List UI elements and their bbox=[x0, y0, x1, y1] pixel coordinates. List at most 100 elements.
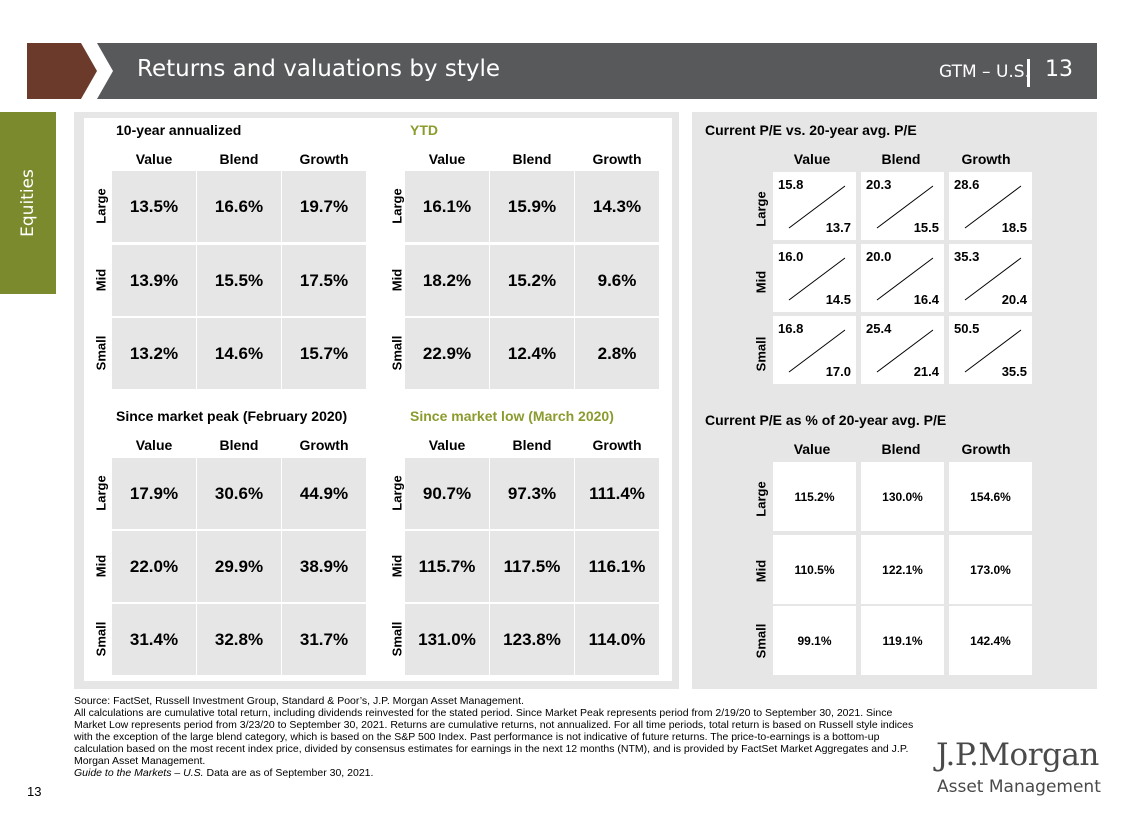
pe-current: 15.8 bbox=[778, 177, 804, 192]
since-low-small-value: 131.0% bbox=[405, 604, 489, 675]
ytd-mid-growth: 9.6% bbox=[575, 245, 659, 316]
since-low-mid-growth: 116.1% bbox=[575, 531, 659, 602]
ten-year-mid-growth: 17.5% bbox=[282, 245, 366, 316]
ytd-mid-value: 18.2% bbox=[405, 245, 489, 316]
column-header-growth: Growth bbox=[592, 151, 642, 167]
asset-management-logo: Asset Management bbox=[937, 777, 1101, 797]
column-header-value: Value bbox=[793, 151, 831, 167]
pe-pct-large-blend: 130.0% bbox=[861, 462, 944, 531]
column-header-value: Value bbox=[428, 151, 466, 167]
diagonal-line bbox=[964, 329, 1022, 373]
pe-mid-blend: 20.0 16.4 bbox=[861, 244, 944, 312]
since-peak-large-value: 17.9% bbox=[112, 458, 196, 529]
ten-year-small-value: 13.2% bbox=[112, 318, 196, 389]
footnotes: Source: FactSet, Russell Investment Grou… bbox=[74, 695, 914, 779]
row-label-small: Small bbox=[93, 335, 109, 371]
since-low-small-blend: 123.8% bbox=[490, 604, 574, 675]
since-peak-small-value: 31.4% bbox=[112, 604, 196, 675]
since-low-large-blend: 97.3% bbox=[490, 458, 574, 529]
pe-pct-small-growth: 142.4% bbox=[949, 606, 1032, 675]
ten-year-small-growth: 15.7% bbox=[282, 318, 366, 389]
column-header-growth: Growth bbox=[299, 151, 349, 167]
pe-current: 35.3 bbox=[954, 249, 980, 264]
column-header-growth: Growth bbox=[961, 441, 1011, 457]
since-peak-mid-value: 22.0% bbox=[112, 531, 196, 602]
diagonal-line bbox=[788, 185, 846, 229]
since-peak-mid-blend: 29.9% bbox=[197, 531, 281, 602]
row-label-mid: Mid bbox=[93, 554, 109, 578]
pe-pct-small-blend: 119.1% bbox=[861, 606, 944, 675]
pe-average: 18.5 bbox=[1001, 220, 1027, 235]
pe-small-blend: 25.4 21.4 bbox=[861, 316, 944, 384]
pe-small-value: 16.8 17.0 bbox=[773, 316, 856, 384]
since-low-large-value: 90.7% bbox=[405, 458, 489, 529]
column-header-growth: Growth bbox=[961, 151, 1011, 167]
ytd-title: YTD bbox=[410, 122, 438, 138]
since-peak-mid-growth: 38.9% bbox=[282, 531, 366, 602]
page-number: 13 bbox=[27, 784, 42, 799]
data-as-of: Data are as of September 30, 2021. bbox=[203, 767, 374, 779]
diagonal-line bbox=[964, 257, 1022, 301]
pe-average: 13.7 bbox=[825, 220, 851, 235]
since-low-title: Since market low (March 2020) bbox=[410, 408, 614, 424]
header-divider bbox=[1027, 59, 1030, 87]
pe-current: 16.8 bbox=[778, 321, 804, 336]
since-low-small-growth: 114.0% bbox=[575, 604, 659, 675]
source-note: Source: FactSet, Russell Investment Grou… bbox=[74, 695, 524, 707]
pe-pct-small-value: 99.1% bbox=[773, 606, 856, 675]
diagonal-line bbox=[788, 257, 846, 301]
pe-average: 20.4 bbox=[1001, 292, 1027, 307]
header-page-number: 13 bbox=[1045, 57, 1073, 82]
ytd-small-growth: 2.8% bbox=[575, 318, 659, 389]
column-header-value: Value bbox=[135, 151, 173, 167]
diagonal-line bbox=[876, 257, 934, 301]
pe-average: 16.4 bbox=[913, 292, 939, 307]
row-label-mid: Mid bbox=[753, 559, 769, 583]
ten-year-title: 10-year annualized bbox=[116, 122, 242, 138]
pe-pct-mid-blend: 122.1% bbox=[861, 535, 944, 604]
pe-mid-growth: 35.3 20.4 bbox=[949, 244, 1032, 312]
header-bar bbox=[97, 43, 1097, 99]
since-low-mid-blend: 117.5% bbox=[490, 531, 574, 602]
pe-current: 28.6 bbox=[954, 177, 980, 192]
since-peak-large-growth: 44.9% bbox=[282, 458, 366, 529]
pe-pct-mid-value: 110.5% bbox=[773, 535, 856, 604]
pe-title: Current P/E vs. 20-year avg. P/E bbox=[705, 122, 917, 138]
diagonal-line bbox=[788, 329, 846, 373]
ten-year-large-growth: 19.7% bbox=[282, 171, 366, 242]
pe-large-growth: 28.6 18.5 bbox=[949, 172, 1032, 240]
pe-pct-title: Current P/E as % of 20-year avg. P/E bbox=[705, 412, 947, 428]
pe-average: 17.0 bbox=[825, 364, 851, 379]
pe-pct-large-value: 115.2% bbox=[773, 462, 856, 531]
since-peak-large-blend: 30.6% bbox=[197, 458, 281, 529]
pe-small-growth: 50.5 35.5 bbox=[949, 316, 1032, 384]
since-peak-small-growth: 31.7% bbox=[282, 604, 366, 675]
row-label-large: Large bbox=[753, 481, 769, 517]
equities-tab bbox=[0, 112, 56, 294]
pe-average: 14.5 bbox=[825, 292, 851, 307]
gtm-label: GTM – U.S. bbox=[939, 62, 1030, 82]
column-header-growth: Growth bbox=[592, 437, 642, 453]
guide-title: Guide to the Markets – U.S. bbox=[74, 767, 204, 779]
equities-tab-label: Equities bbox=[18, 169, 38, 237]
pe-average: 21.4 bbox=[913, 364, 939, 379]
column-header-value: Value bbox=[135, 437, 173, 453]
column-header-blend: Blend bbox=[219, 437, 259, 453]
column-header-blend: Blend bbox=[512, 151, 552, 167]
row-label-small: Small bbox=[93, 621, 109, 657]
guide-note: Guide to the Markets – U.S. Data are as … bbox=[74, 767, 914, 779]
diagonal-line bbox=[876, 329, 934, 373]
row-label-large: Large bbox=[93, 475, 109, 511]
methodology-note: All calculations are cumulative total re… bbox=[74, 707, 914, 767]
pe-pct-mid-growth: 173.0% bbox=[949, 535, 1032, 604]
jpmorgan-logo: J.P.Morgan bbox=[936, 737, 1099, 773]
column-header-blend: Blend bbox=[512, 437, 552, 453]
row-label-mid: Mid bbox=[753, 270, 769, 294]
diagonal-line bbox=[876, 185, 934, 229]
ten-year-large-value: 13.5% bbox=[112, 171, 196, 242]
column-header-blend: Blend bbox=[881, 441, 921, 457]
column-header-blend: Blend bbox=[219, 151, 259, 167]
pe-average: 35.5 bbox=[1001, 364, 1027, 379]
ten-year-mid-blend: 15.5% bbox=[197, 245, 281, 316]
diagonal-line bbox=[964, 185, 1022, 229]
